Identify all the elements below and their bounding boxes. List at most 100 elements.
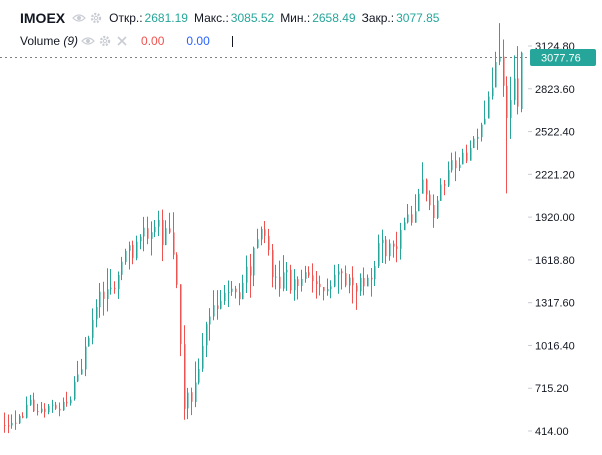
candle-body — [15, 422, 17, 424]
candle — [506, 76, 508, 194]
symbol-title[interactable]: IMOEX — [20, 10, 66, 26]
candle — [367, 274, 369, 287]
candle — [8, 414, 10, 434]
candle — [301, 269, 303, 292]
candle — [352, 266, 354, 304]
candle-body — [195, 382, 197, 403]
candle-body — [462, 152, 464, 165]
volume-title[interactable]: Volume (9) — [20, 34, 78, 48]
candle-body — [481, 124, 483, 138]
candle-body — [242, 282, 244, 300]
price-axis-label: 1920.00 — [535, 212, 575, 224]
candle — [257, 228, 259, 249]
candle — [52, 399, 54, 413]
low-label: Мин.: — [280, 11, 311, 25]
gear-icon[interactable] — [89, 11, 103, 25]
candle-body — [389, 243, 391, 257]
candle-body — [305, 272, 307, 279]
candle — [239, 283, 241, 306]
candle — [143, 216, 145, 252]
candle-body — [514, 78, 516, 101]
candle-body — [268, 235, 270, 250]
candle — [371, 267, 373, 297]
candle — [19, 414, 21, 425]
candle — [356, 283, 358, 310]
candle — [110, 268, 112, 295]
candle-body — [169, 228, 171, 233]
candle-body — [250, 266, 252, 276]
candle — [55, 401, 57, 410]
candle — [400, 222, 402, 260]
candle — [407, 204, 409, 224]
candle — [363, 267, 365, 296]
gear-icon[interactable] — [98, 34, 112, 48]
candle — [470, 140, 472, 161]
candle — [345, 265, 347, 288]
candle-body — [349, 277, 351, 286]
candle — [228, 280, 230, 308]
candle — [224, 284, 226, 305]
last-price-badge: 3077.76 — [530, 49, 596, 66]
candle — [114, 281, 116, 294]
candle — [429, 190, 431, 211]
volume-ma-value: 0.00 — [186, 34, 210, 48]
candle — [66, 391, 68, 407]
candle — [220, 289, 222, 310]
candle-body — [107, 289, 109, 300]
candle — [503, 39, 505, 97]
candle-body — [22, 416, 24, 418]
candle-body — [88, 337, 90, 347]
candle-body — [19, 415, 21, 424]
candle — [147, 216, 149, 245]
candle-body — [466, 152, 468, 161]
candle-body — [81, 369, 83, 375]
candle-body — [173, 232, 175, 255]
close-icon[interactable] — [115, 34, 129, 48]
candle — [396, 231, 398, 263]
candle-body — [4, 425, 6, 427]
candle-body — [492, 87, 494, 97]
candle-body — [264, 229, 266, 236]
candle — [477, 128, 479, 150]
candle-body — [103, 291, 105, 299]
candle — [418, 188, 420, 212]
candle-body — [378, 243, 380, 267]
candle — [341, 268, 343, 290]
candle-body — [41, 408, 43, 412]
candle-body — [55, 404, 57, 409]
candle — [294, 269, 296, 301]
candle — [206, 321, 208, 358]
candle-body — [499, 56, 501, 62]
candle-body — [426, 179, 428, 195]
candle — [316, 270, 318, 299]
candle-body — [224, 292, 226, 302]
candle — [125, 248, 127, 265]
candle-body — [345, 273, 347, 286]
candle-body — [261, 229, 263, 240]
candle-body — [341, 271, 343, 274]
candle — [473, 136, 475, 149]
candle — [330, 280, 332, 299]
eye-icon[interactable] — [81, 34, 95, 48]
volume-length: (9) — [63, 34, 79, 48]
candle-body — [63, 401, 65, 411]
eye-icon[interactable] — [72, 11, 86, 25]
candle — [297, 276, 299, 300]
price-axis[interactable]: 414.00 715.20 1016.40 1317.60 1618.80 1920.00… — [528, 41, 575, 438]
volume-value: 0.00 — [141, 34, 165, 48]
candle — [41, 402, 43, 414]
main-series-legend: IMOEX Откр.: 2681.19 Макс.: 3085.52 Мин.… — [6, 8, 439, 28]
cursor-marker — [231, 35, 233, 47]
candle-body — [429, 194, 431, 206]
candle — [121, 256, 123, 281]
candle-body — [154, 226, 156, 233]
candle-body — [140, 236, 142, 242]
candle — [191, 387, 193, 416]
candle-body — [220, 300, 222, 309]
candle — [33, 392, 35, 412]
candle — [275, 264, 277, 290]
candle-body — [517, 78, 519, 107]
candle — [92, 308, 94, 345]
candle — [411, 205, 413, 226]
